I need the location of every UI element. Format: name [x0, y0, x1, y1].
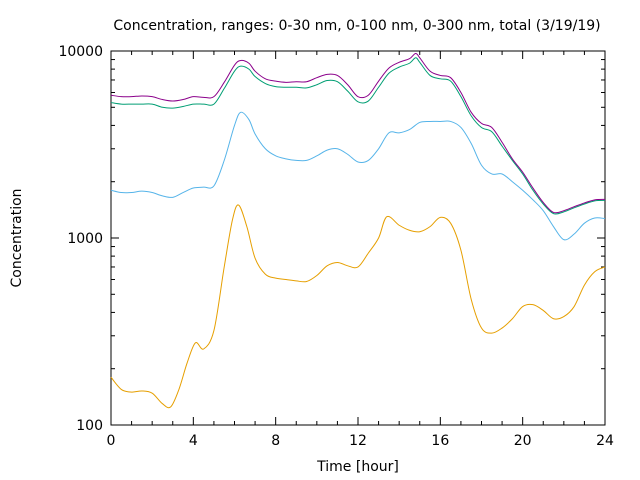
axis-ticks — [110, 50, 606, 426]
x-tick-label: 24 — [596, 433, 614, 449]
x-axis-label: Time [hour] — [316, 459, 399, 475]
x-tick-label: 20 — [514, 433, 532, 449]
chart-title: Concentration, ranges: 0-30 nm, 0-100 nm… — [113, 18, 600, 34]
x-tick-label: 4 — [189, 433, 198, 449]
x-tick-label: 0 — [107, 433, 116, 449]
y-tick-labels: 100 1000 10000 — [58, 44, 103, 434]
y-tick-label: 100 — [76, 418, 103, 434]
series-line-1 — [110, 204, 606, 409]
series-line-3 — [110, 57, 606, 215]
x-tick-label: 16 — [431, 433, 449, 449]
series-lines — [110, 52, 606, 409]
x-tick-label: 12 — [349, 433, 367, 449]
y-tick-label: 1000 — [67, 231, 103, 247]
x-tick-labels: 0 4 8 12 16 20 24 — [107, 433, 614, 449]
series-line-2 — [110, 111, 606, 241]
x-tick-label: 8 — [271, 433, 280, 449]
y-tick-label: 10000 — [58, 44, 103, 60]
series-line-4 — [110, 52, 606, 214]
y-axis-label: Concentration — [9, 188, 25, 287]
